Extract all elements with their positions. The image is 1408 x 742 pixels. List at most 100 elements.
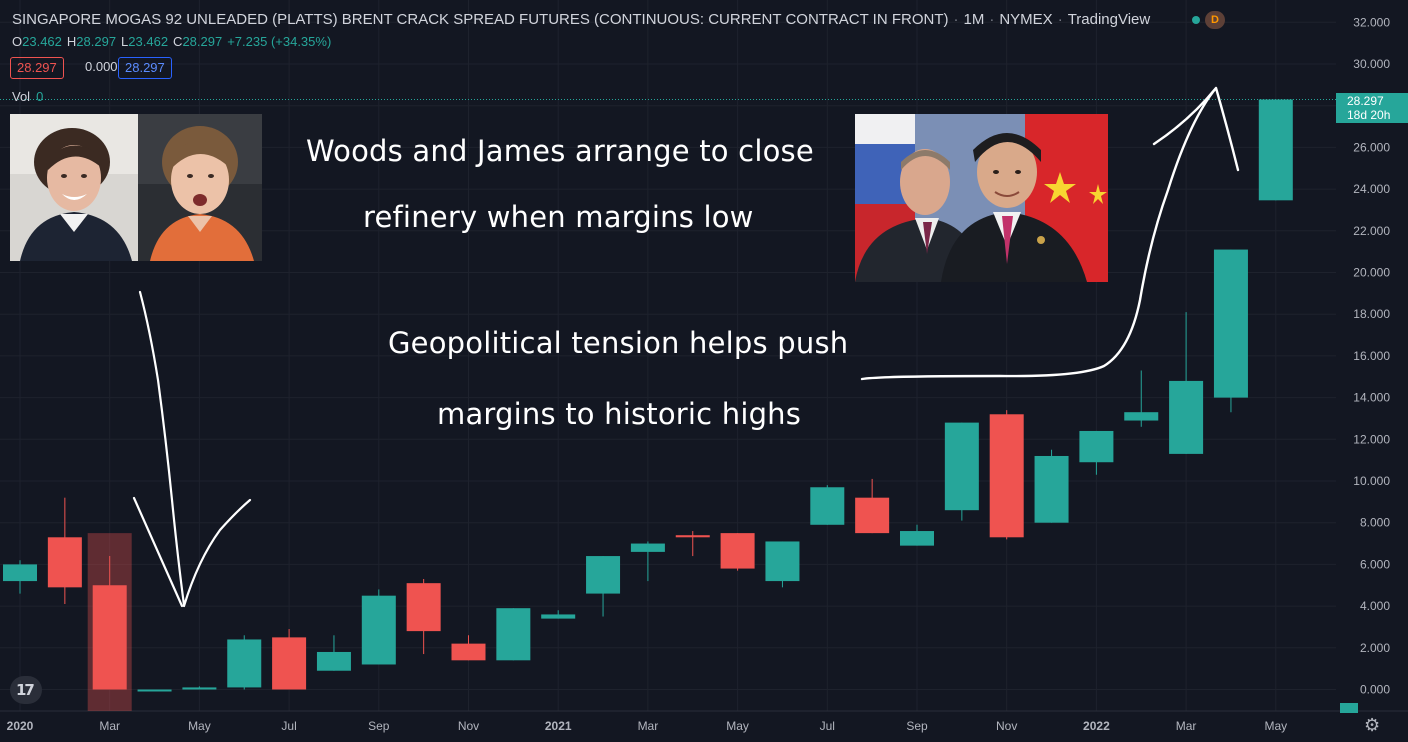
y-tick-label: 18.000	[1353, 307, 1390, 321]
candle-body[interactable]	[227, 639, 262, 688]
x-tick-label: May	[1264, 719, 1287, 733]
candle-body[interactable]	[541, 614, 576, 619]
x-tick-label: Jul	[820, 719, 835, 733]
y-tick-label: 4.000	[1360, 599, 1390, 613]
candle-body[interactable]	[765, 541, 800, 582]
annotation-line-4: margins to historic highs	[437, 397, 802, 431]
volume-label: Vol	[12, 89, 31, 104]
x-tick-label: Mar	[638, 719, 659, 733]
x-tick-label: Sep	[906, 719, 928, 733]
x-tick-label: 2022	[1083, 719, 1110, 733]
last-price-value: 28.297	[1347, 94, 1384, 108]
candle-body[interactable]	[361, 595, 396, 665]
interval-label[interactable]: 1M	[963, 11, 985, 28]
high-value: 28.297	[76, 34, 117, 49]
candle-body[interactable]	[855, 497, 890, 534]
hand-drawn-down-arrow	[132, 290, 252, 608]
header-separator: ·	[1057, 11, 1063, 28]
candle-body[interactable]	[1124, 412, 1159, 421]
y-tick-label: 16.000	[1353, 349, 1390, 363]
price-scale[interactable]	[1336, 0, 1408, 742]
y-tick-label: 22.000	[1353, 224, 1390, 238]
volume-readout: Vol 0	[12, 89, 43, 104]
candle-body[interactable]	[316, 651, 351, 671]
candle-body[interactable]	[92, 585, 127, 690]
volume-zero-marker	[1340, 703, 1358, 713]
hand-drawn-up-arrow	[860, 86, 1240, 381]
candle-body[interactable]	[1258, 99, 1293, 201]
candle-body[interactable]	[137, 689, 172, 692]
y-tick-label: 32.000	[1353, 15, 1390, 29]
annotation-line-2: refinery when margins low	[363, 200, 754, 234]
x-tick-label: 2021	[545, 719, 572, 733]
y-tick-label: 10.000	[1353, 474, 1390, 488]
y-tick-label: 26.000	[1353, 140, 1390, 154]
symbol-title[interactable]: SINGAPORE MOGAS 92 UNLEADED (PLATTS) BRE…	[12, 11, 949, 28]
candle-body[interactable]	[272, 637, 307, 690]
candle-body[interactable]	[900, 531, 934, 546]
spread-value: 0.000	[85, 59, 118, 74]
x-tick-label: Sep	[368, 719, 390, 733]
gear-icon[interactable]: ⚙	[1364, 715, 1381, 735]
status-dot-icon	[1192, 16, 1200, 24]
y-tick-label: 24.000	[1353, 182, 1390, 196]
tradingview-logo-icon[interactable]: 17	[10, 676, 42, 704]
header-separator: ·	[953, 11, 959, 28]
candle-body[interactable]	[1213, 249, 1248, 398]
market-status[interactable]: D	[1188, 11, 1228, 29]
exchange-label: NYMEX	[999, 11, 1053, 28]
candle-body[interactable]	[1079, 430, 1114, 463]
candle-body[interactable]	[47, 537, 82, 588]
candle-body[interactable]	[810, 487, 845, 525]
logo-text: 17	[16, 681, 35, 699]
open-label: O	[12, 34, 23, 49]
candle-body[interactable]	[944, 422, 979, 511]
sell-price-box[interactable]: 28.297	[10, 57, 64, 79]
candle-body[interactable]	[586, 556, 621, 594]
y-tick-label: 6.000	[1360, 557, 1390, 571]
x-tick-label: May	[188, 719, 211, 733]
candle-body[interactable]	[989, 414, 1024, 538]
buy-price-box[interactable]: 28.297	[118, 57, 172, 79]
y-tick-label: 12.000	[1353, 432, 1390, 446]
candle-body[interactable]	[675, 535, 710, 538]
photo-illustration	[10, 114, 262, 261]
delayed-badge[interactable]: D	[1205, 11, 1225, 29]
x-tick-label: Nov	[996, 719, 1017, 733]
x-tick-label: Nov	[458, 719, 479, 733]
high-label: H	[66, 34, 77, 49]
source-label: TradingView	[1067, 11, 1151, 28]
candle-body[interactable]	[3, 564, 37, 582]
change-value: +7.235 (+34.35%)	[227, 34, 332, 49]
close-value: 28.297	[182, 34, 223, 49]
candle-body[interactable]	[496, 608, 531, 661]
annotation-line-1: Woods and James arrange to close	[306, 134, 814, 168]
candle-body[interactable]	[451, 643, 486, 661]
x-tick-label: 2020	[7, 719, 34, 733]
last-price-label: 28.297 18d 20h	[1336, 93, 1408, 123]
leaders-photo	[855, 114, 1108, 282]
y-tick-label: 30.000	[1353, 57, 1390, 71]
y-tick-label: 20.000	[1353, 266, 1390, 280]
x-tick-label: Mar	[1176, 719, 1197, 733]
candle-body[interactable]	[1169, 380, 1204, 454]
low-value: 23.462	[128, 34, 169, 49]
candle-body[interactable]	[1034, 455, 1069, 523]
y-tick-label: 8.000	[1360, 516, 1390, 530]
candle-body[interactable]	[630, 543, 665, 552]
y-tick-label: 2.000	[1360, 641, 1390, 655]
x-tick-label: Mar	[99, 719, 120, 733]
low-label: L	[121, 34, 129, 49]
bar-countdown: 18d 20h	[1347, 108, 1391, 122]
x-tick-label: May	[726, 719, 749, 733]
close-label: C	[173, 34, 183, 49]
ohlc-readout: O23.462 H28.297 L23.462 C28.297 +7.235 (+34.…	[12, 34, 336, 49]
candle-body[interactable]	[406, 583, 441, 632]
annotation-line-3: Geopolitical tension helps push	[388, 326, 849, 360]
open-value: 23.462	[22, 34, 62, 49]
chart-header: SINGAPORE MOGAS 92 UNLEADED (PLATTS) BRE…	[12, 11, 1150, 28]
candle-body[interactable]	[182, 687, 217, 690]
volume-value: 0	[36, 89, 44, 104]
candle-body[interactable]	[720, 533, 755, 569]
